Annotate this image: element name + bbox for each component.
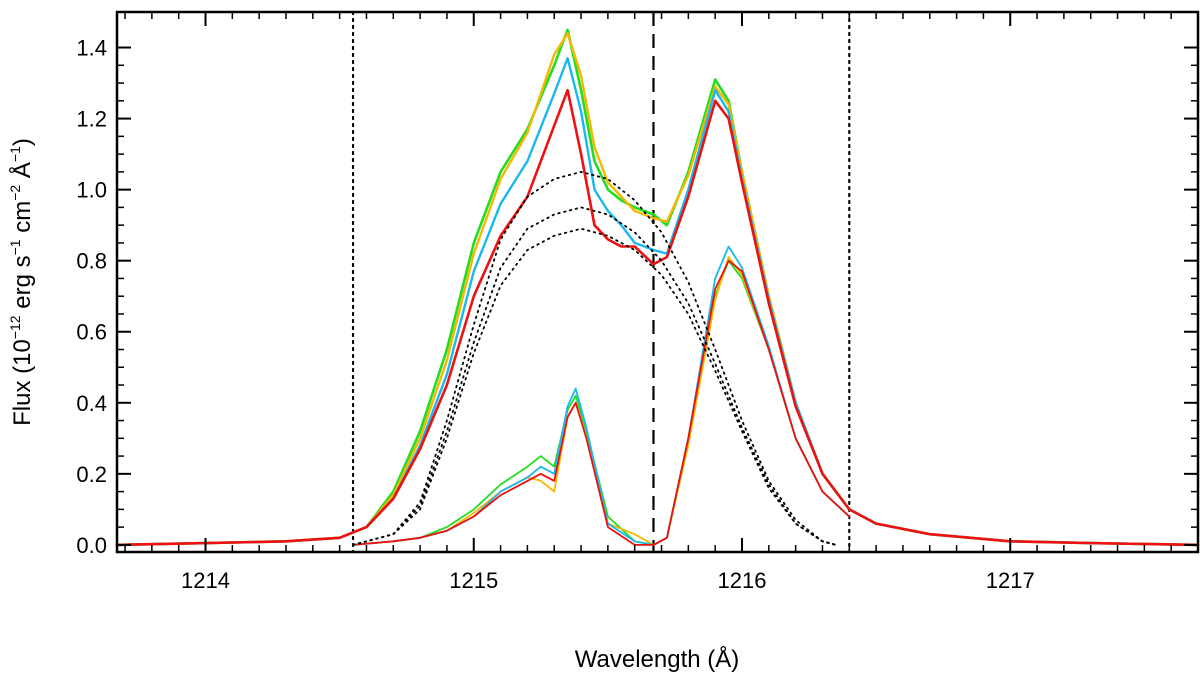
y-tick-label: 1.4 — [76, 36, 107, 61]
y-tick-label: 0.0 — [76, 533, 107, 558]
y-tick-label: 0.8 — [76, 249, 107, 274]
x-tick-label: 1215 — [449, 568, 498, 593]
y-label-exp-3: −2 — [7, 185, 23, 201]
y-label-base: Flux (10 — [9, 339, 36, 426]
y-tick-label: 0.6 — [76, 320, 107, 345]
x-tick-label: 1216 — [718, 568, 767, 593]
series-corrected-red — [352, 259, 851, 546]
plot-frame — [115, 10, 1200, 554]
series-observed-orange — [115, 32, 1200, 547]
x-axis-label: Wavelength (Å) — [575, 645, 740, 673]
y-axis-label: Flux (10−12 erg s−1 cm−2 Å−1) — [7, 138, 36, 426]
x-tick-label: 1214 — [181, 568, 230, 593]
y-tick-label: 0.2 — [76, 462, 107, 487]
x-tick-label: 1217 — [986, 568, 1035, 593]
y-label-exp-4: −1 — [7, 146, 23, 162]
y-label-end: ) — [9, 138, 36, 146]
axes-group: 1214 1215 1216 1217 0.0 0.2 0.4 0.6 0.8 1.0 1.2 1.4 — [76, 12, 1199, 593]
y-label-mid-2: cm — [9, 201, 36, 240]
y-tick-label: 1.0 — [76, 178, 107, 203]
y-tick-label: 1.2 — [76, 107, 107, 132]
series-group — [115, 10, 1200, 554]
y-label-mid-1: erg s — [9, 255, 36, 315]
y-label-mid-3: Å — [8, 162, 36, 185]
series-observed-red — [115, 88, 1200, 547]
series-intrinsic-model-1 — [352, 170, 837, 546]
y-label-exp-1: −12 — [7, 315, 23, 339]
series-observed-blue — [115, 57, 1200, 547]
y-label-exp-2: −1 — [7, 239, 23, 255]
series-intrinsic-model-2 — [352, 206, 837, 546]
series-observed-green — [115, 28, 1200, 547]
y-tick-label: 0.4 — [76, 391, 107, 416]
